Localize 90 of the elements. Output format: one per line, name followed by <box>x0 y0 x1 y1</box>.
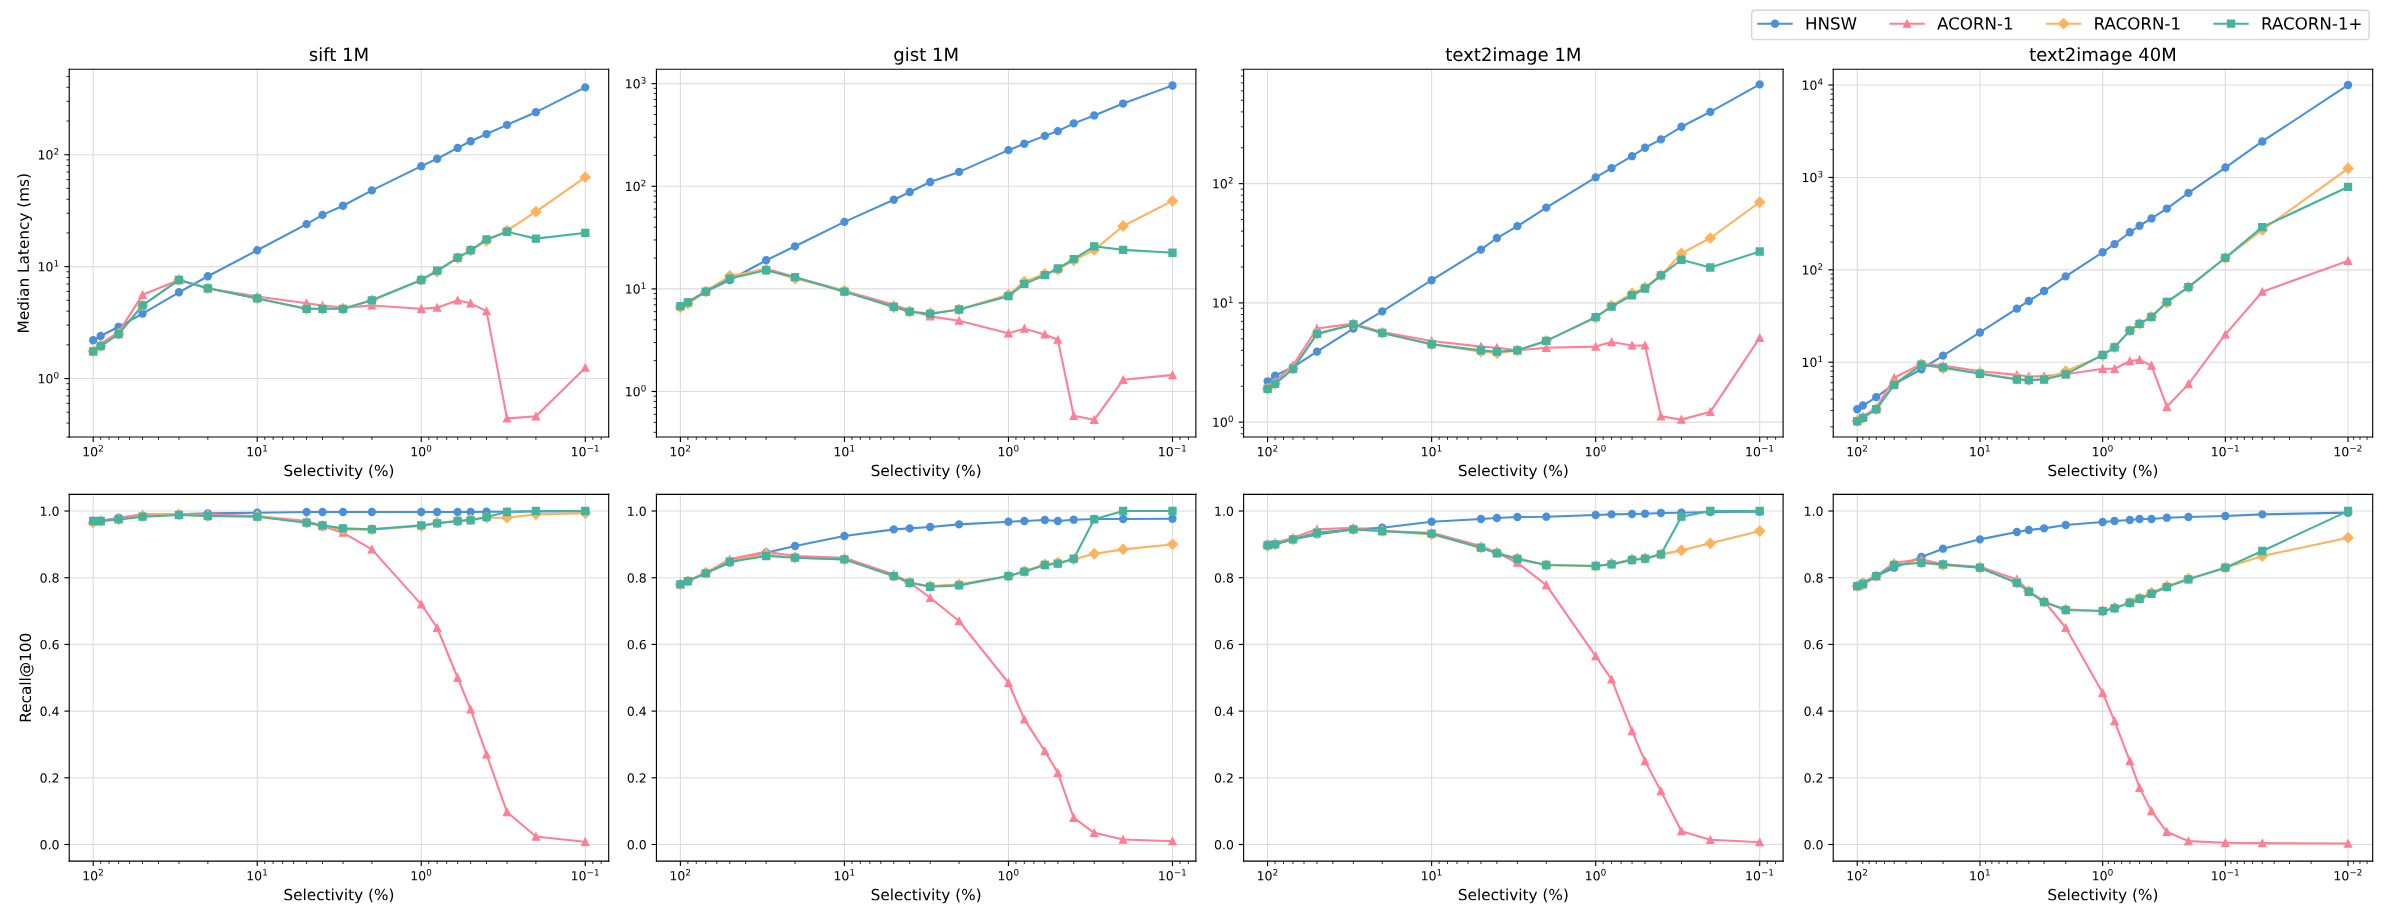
x-axis-title: Selectivity (%) <box>2048 888 2158 904</box>
x-tick-label: 10$^{−1}$ <box>2212 869 2239 881</box>
y-tick-label: 0.0 <box>627 839 646 850</box>
y-tick-label: 10$^{0}$ <box>626 384 646 397</box>
x-axis-title: Selectivity (%) <box>284 888 394 904</box>
x-tick-label: 10$^{2}$ <box>83 869 103 881</box>
y-tick-label: 10$^{2}$ <box>38 148 59 160</box>
x-axis-title: Selectivity (%) <box>871 888 981 904</box>
y-tick-label: 0.0 <box>1804 839 1823 850</box>
y-tick-label: 0.8 <box>1214 573 1234 583</box>
x-tick-label: 10$^{−1}$ <box>2212 445 2239 457</box>
y-tick-label: 1.0 <box>1215 506 1234 516</box>
x-tick-label: 10$^{−1}$ <box>571 445 599 457</box>
chart-title: sift 1M <box>309 47 368 62</box>
x-tick-label: 10$^{2}$ <box>670 444 691 457</box>
y-tick-label: 10$^{1}$ <box>626 282 646 294</box>
x-axis-title: Selectivity (%) <box>284 464 394 480</box>
x-tick-label: 10$^{0}$ <box>998 869 1019 881</box>
x-tick-label: 10$^{−1}$ <box>571 869 599 881</box>
legend-label: RACORN-1+ <box>2262 17 2361 30</box>
legend-label: ACORN-1 <box>1937 17 2013 30</box>
chart-title: text2image 40M <box>2029 47 2176 65</box>
y-axis-title: Recall@100 <box>19 633 34 722</box>
x-tick-label: 10$^{−1}$ <box>1159 445 1186 457</box>
legend-label: HNSW <box>1806 17 1857 30</box>
x-tick-label: 10$^{2}$ <box>1847 869 1867 881</box>
y-tick-label: 10$^{1}$ <box>1213 296 1233 308</box>
y-tick-label: 10$^{3}$ <box>626 77 646 89</box>
x-tick-label: 10$^{0}$ <box>411 444 432 457</box>
chart-title: text2image 1M <box>1445 47 1580 65</box>
x-tick-label: 10$^{1}$ <box>1970 445 1990 457</box>
y-axis-title: Median Latency (ms) <box>17 174 32 332</box>
x-tick-label: 10$^{0}$ <box>998 444 1019 457</box>
y-tick-label: 10$^{1}$ <box>38 260 59 272</box>
x-tick-label: 10$^{1}$ <box>834 869 855 881</box>
y-tick-label: 10$^{2}$ <box>626 179 646 192</box>
y-tick-label: 10$^{0}$ <box>38 371 59 384</box>
x-tick-label: 10$^{1}$ <box>1422 445 1442 457</box>
x-tick-label: 10$^{1}$ <box>247 445 268 457</box>
x-tick-label: 10$^{2}$ <box>1847 444 1867 457</box>
x-tick-label: 10$^{0}$ <box>2093 444 2113 457</box>
y-tick-label: 10$^{2}$ <box>1802 263 1823 275</box>
y-tick-label: 0.8 <box>1804 573 1823 583</box>
x-tick-label: 10$^{−1}$ <box>1159 869 1186 881</box>
y-tick-label: 0.0 <box>40 839 59 850</box>
x-tick-label: 10$^{0}$ <box>411 869 432 881</box>
x-tick-label: 10$^{1}$ <box>1970 869 1990 881</box>
y-tick-label: 0.2 <box>40 773 59 783</box>
x-tick-label: 10$^{1}$ <box>1422 869 1442 881</box>
x-tick-label: 10$^{0}$ <box>1586 444 1606 457</box>
y-tick-label: 0.6 <box>1804 639 1823 650</box>
y-tick-label: 0.8 <box>627 573 646 583</box>
x-tick-label: 10$^{0}$ <box>2093 869 2113 881</box>
y-tick-label: 0.2 <box>627 773 646 783</box>
x-tick-label: 10$^{1}$ <box>834 445 855 457</box>
y-tick-label: 0.4 <box>627 706 646 717</box>
y-tick-label: 1.0 <box>40 506 59 516</box>
x-tick-label: 10$^{2}$ <box>1257 444 1278 457</box>
y-tick-label: 0.2 <box>1804 773 1823 783</box>
y-tick-label: 0.4 <box>40 706 59 717</box>
y-tick-label: 0.4 <box>1214 706 1234 717</box>
x-tick-label: 10$^{2}$ <box>1257 869 1278 881</box>
x-tick-label: 10$^{1}$ <box>247 869 268 881</box>
y-tick-label: 10$^{2}$ <box>1213 177 1233 189</box>
x-axis-title: Selectivity (%) <box>1458 888 1568 904</box>
x-tick-label: 10$^{−1}$ <box>1746 445 1774 457</box>
y-tick-label: 1.0 <box>628 506 646 516</box>
y-tick-label: 0.4 <box>1804 706 1823 717</box>
y-tick-label: 0.6 <box>1214 639 1234 650</box>
y-tick-label: 1.0 <box>1804 506 1823 516</box>
x-axis-title: Selectivity (%) <box>871 464 981 480</box>
chart-title: gist 1M <box>894 47 958 65</box>
x-tick-label: 10$^{−1}$ <box>1746 869 1774 881</box>
y-tick-label: 10$^{4}$ <box>1802 78 1823 90</box>
y-tick-label: 0.8 <box>40 573 59 583</box>
x-tick-label: 10$^{−2}$ <box>2334 444 2362 457</box>
y-tick-label: 10$^{3}$ <box>1802 170 1823 183</box>
x-tick-label: 10$^{2}$ <box>83 444 103 457</box>
y-tick-label: 10$^{0}$ <box>1213 415 1233 427</box>
x-tick-label: 10$^{2}$ <box>670 869 691 881</box>
y-tick-label: 0.6 <box>627 639 646 650</box>
legend-label: RACORN-1 <box>2095 17 2180 30</box>
y-tick-label: 0.6 <box>40 639 59 650</box>
x-tick-label: 10$^{−2}$ <box>2334 869 2362 881</box>
x-axis-title: Selectivity (%) <box>1458 464 1568 480</box>
y-tick-label: 0.2 <box>1214 773 1233 783</box>
y-tick-label: 10$^{1}$ <box>1802 355 1823 368</box>
y-tick-label: 0.0 <box>1214 839 1234 850</box>
x-axis-title: Selectivity (%) <box>2048 464 2158 480</box>
x-tick-label: 10$^{0}$ <box>1586 869 1606 881</box>
